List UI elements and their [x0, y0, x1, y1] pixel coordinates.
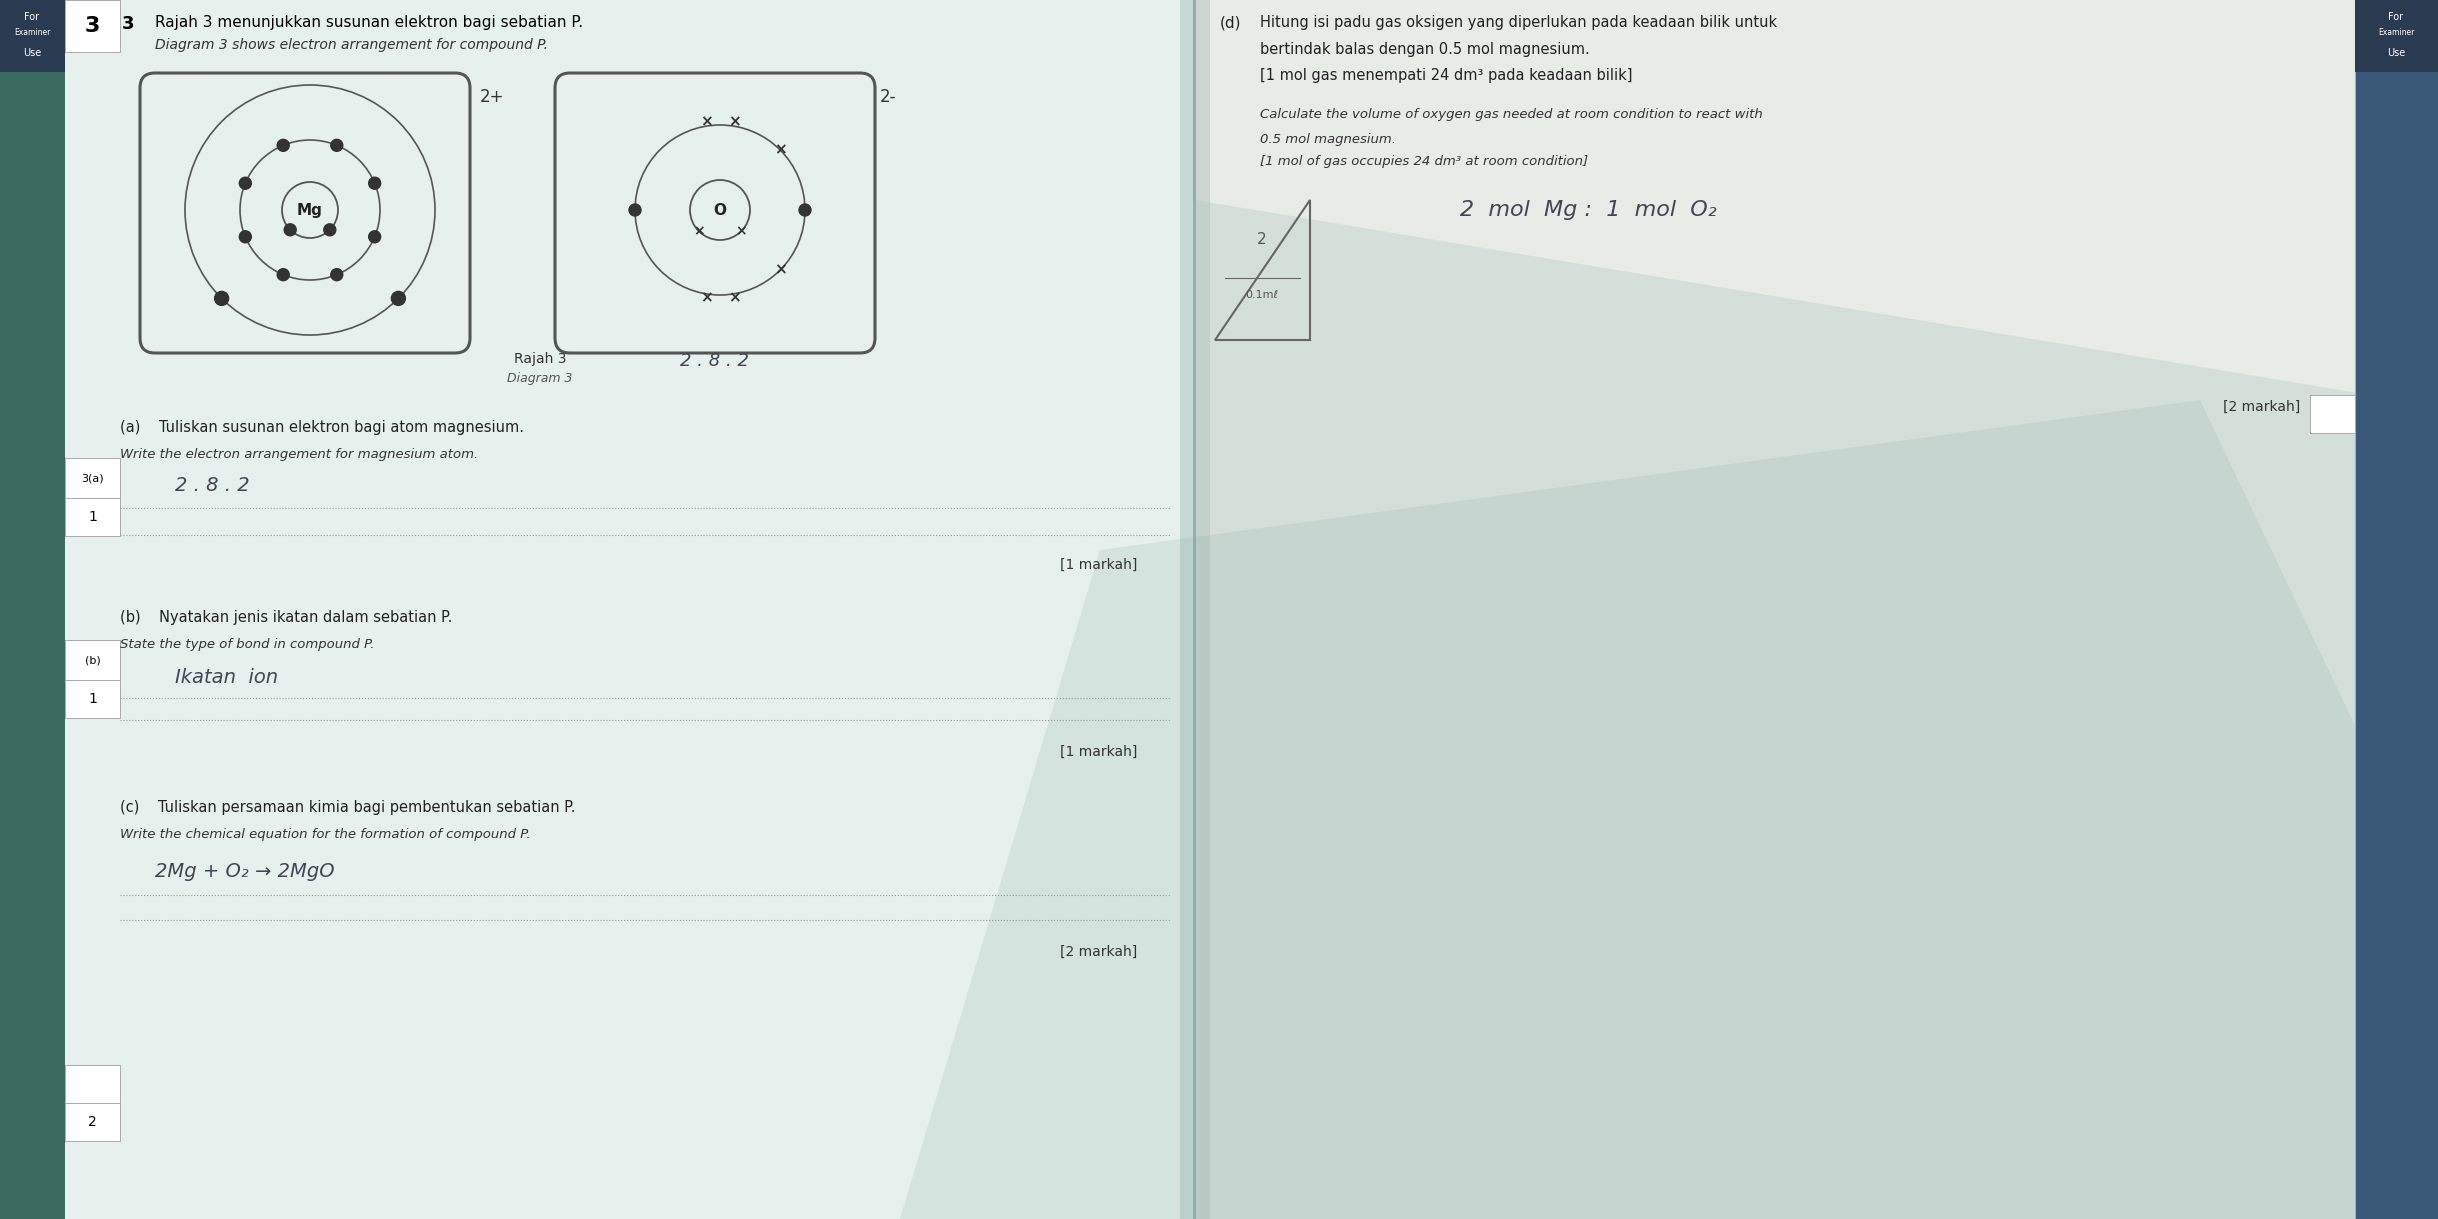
Text: Mg: Mg [297, 202, 322, 217]
Bar [66, 1103, 119, 1141]
Polygon shape [900, 400, 2438, 1219]
Circle shape [278, 139, 290, 151]
Text: [2 markah]: [2 markah] [2223, 400, 2299, 414]
Text: 1: 1 [88, 510, 98, 524]
Text: ×: × [773, 143, 787, 157]
Circle shape [332, 139, 344, 151]
Text: For: For [24, 12, 39, 22]
Text: [1 mol gas menempati 24 dm³ pada keadaan bilik]: [1 mol gas menempati 24 dm³ pada keadaan… [1260, 68, 1633, 83]
Text: ×: × [700, 115, 712, 129]
Text: Use: Use [2387, 48, 2406, 59]
Text: ×: × [700, 290, 712, 306]
Circle shape [285, 224, 295, 235]
Circle shape [368, 177, 380, 189]
Text: Use: Use [22, 48, 41, 59]
Text: 3(a): 3(a) [80, 473, 105, 483]
Bar [66, 458, 119, 499]
Circle shape [239, 230, 251, 243]
Text: (c)    Tuliskan persamaan kimia bagi pembentukan sebatian P.: (c) Tuliskan persamaan kimia bagi pemben… [119, 800, 575, 816]
Text: (b): (b) [85, 655, 100, 666]
Text: 1: 1 [88, 692, 98, 706]
Circle shape [332, 268, 344, 280]
Bar [2355, 0, 2438, 72]
Text: ×: × [727, 115, 741, 129]
Text: Diagram 3 shows electron arrangement for compound P.: Diagram 3 shows electron arrangement for… [156, 38, 549, 52]
Circle shape [239, 177, 251, 189]
Text: 2Mg + O₂ → 2MgO: 2Mg + O₂ → 2MgO [156, 862, 334, 881]
Text: 3: 3 [85, 16, 100, 37]
Text: 0.5 mol magnesium.: 0.5 mol magnesium. [1260, 133, 1397, 146]
Text: ×: × [692, 224, 705, 238]
Text: 2  mol  Mg :  1  mol  O₂: 2 mol Mg : 1 mol O₂ [1460, 200, 1716, 219]
Circle shape [324, 224, 336, 235]
Circle shape [278, 268, 290, 280]
Text: [1 markah]: [1 markah] [1061, 745, 1139, 759]
Bar [0, 0, 66, 72]
Bar [1195, 0, 2438, 1219]
Bar [1192, 0, 1197, 1219]
Text: Diagram 3: Diagram 3 [507, 372, 573, 385]
Circle shape [215, 291, 229, 306]
Text: [1 mol of gas occupies 24 dm³ at room condition]: [1 mol of gas occupies 24 dm³ at room co… [1260, 155, 1587, 168]
Circle shape [629, 204, 641, 216]
Text: 2: 2 [1258, 232, 1268, 247]
Text: 0.1mℓ: 0.1mℓ [1246, 290, 1278, 300]
Bar [2309, 395, 2355, 433]
Bar [0, 0, 66, 1219]
Text: 2+: 2+ [480, 88, 505, 106]
Bar [66, 0, 119, 52]
Text: O: O [714, 202, 727, 217]
Text: ×: × [727, 290, 741, 306]
Circle shape [800, 204, 812, 216]
Circle shape [393, 291, 405, 306]
Bar [66, 640, 119, 680]
Text: Rajah 3 menunjukkan susunan elektron bagi sebatian P.: Rajah 3 menunjukkan susunan elektron bag… [156, 15, 583, 30]
Text: 2-: 2- [880, 88, 897, 106]
Text: For: For [2389, 12, 2404, 22]
Bar [66, 680, 119, 718]
Text: Examiner: Examiner [2377, 28, 2414, 37]
Text: (d): (d) [1219, 15, 1241, 30]
Bar [66, 1065, 119, 1103]
Text: Examiner: Examiner [15, 28, 51, 37]
Text: bertindak balas dengan 0.5 mol magnesium.: bertindak balas dengan 0.5 mol magnesium… [1260, 41, 1590, 57]
Text: ×: × [773, 262, 787, 278]
Text: Hitung isi padu gas oksigen yang diperlukan pada keadaan bilik untuk: Hitung isi padu gas oksigen yang diperlu… [1260, 15, 1777, 30]
Bar [66, 499, 119, 536]
Text: (a)    Tuliskan susunan elektron bagi atom magnesium.: (a) Tuliskan susunan elektron bagi atom … [119, 421, 524, 435]
Text: 3: 3 [122, 15, 134, 33]
Bar [2355, 0, 2438, 1219]
Circle shape [368, 230, 380, 243]
Text: State the type of bond in compound P.: State the type of bond in compound P. [119, 638, 375, 651]
Text: 2: 2 [88, 1115, 98, 1129]
Text: [2 markah]: [2 markah] [1061, 945, 1136, 959]
Text: Write the electron arrangement for magnesium atom.: Write the electron arrangement for magne… [119, 449, 478, 461]
Text: Ikatan  ion: Ikatan ion [176, 668, 278, 688]
Text: 2 . 8 . 2: 2 . 8 . 2 [176, 475, 249, 495]
Text: (b)    Nyatakan jenis ikatan dalam sebatian P.: (b) Nyatakan jenis ikatan dalam sebatian… [119, 610, 453, 625]
Bar [1209, 0, 2355, 1219]
Text: Calculate the volume of oxygen gas needed at room condition to react with: Calculate the volume of oxygen gas neede… [1260, 108, 1763, 121]
Bar [0, 0, 1195, 1219]
Text: ×: × [736, 224, 746, 238]
Text: Rajah 3: Rajah 3 [514, 352, 566, 366]
Text: Write the chemical equation for the formation of compound P.: Write the chemical equation for the form… [119, 828, 531, 841]
Bar [66, 0, 1180, 1219]
Text: 2 . 8 . 2: 2 . 8 . 2 [680, 352, 748, 371]
Text: [1 markah]: [1 markah] [1061, 558, 1139, 572]
Polygon shape [1195, 200, 2399, 1219]
